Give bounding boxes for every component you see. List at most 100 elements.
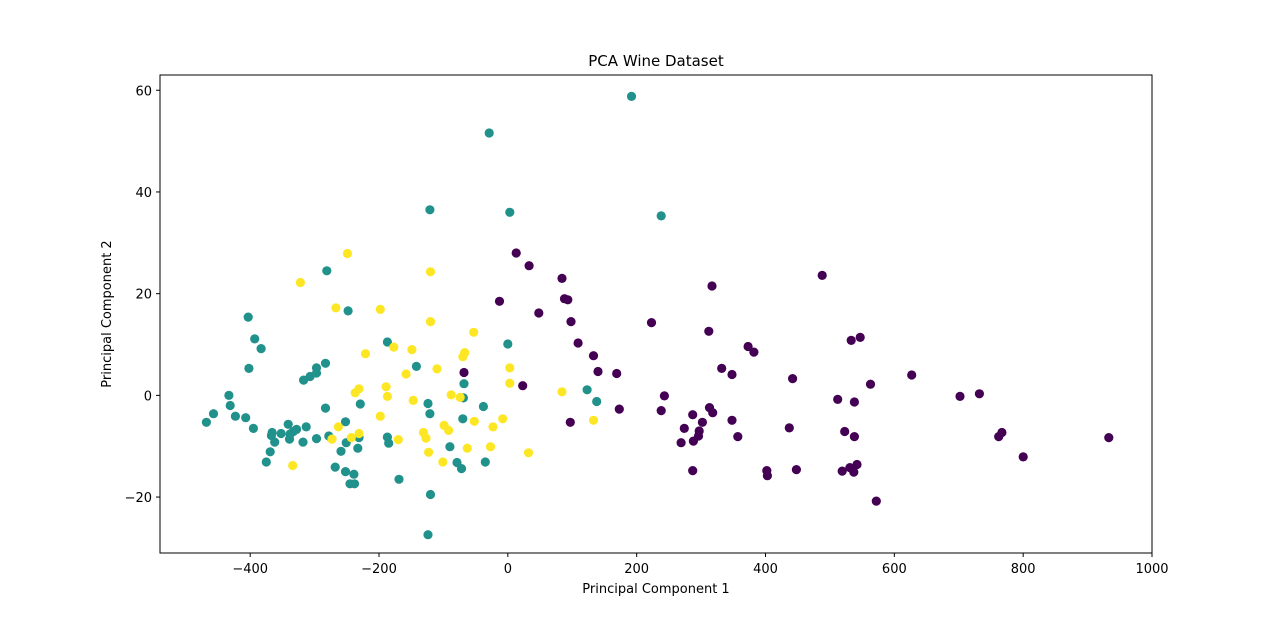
data-point: [974, 389, 985, 399]
x-axis-label: Principal Component 1: [582, 582, 729, 597]
data-point: [248, 423, 258, 433]
data-point: [322, 266, 332, 276]
data-point: [384, 438, 394, 448]
data-point: [333, 422, 343, 432]
x-tick-label: 0: [504, 562, 512, 577]
data-point: [469, 416, 479, 426]
data-point: [1104, 433, 1114, 443]
data-point: [375, 411, 385, 421]
data-point: [656, 211, 666, 221]
x-tick-label: 400: [753, 562, 778, 577]
data-point: [355, 399, 365, 409]
data-point: [459, 379, 469, 389]
data-point: [717, 363, 727, 373]
data-point: [243, 312, 253, 322]
data-point: [327, 434, 337, 444]
data-point: [349, 469, 359, 479]
data-point: [524, 261, 534, 271]
y-tick-label: −20: [125, 491, 152, 506]
data-point: [565, 417, 575, 427]
data-point: [425, 489, 436, 500]
data-point: [346, 433, 356, 443]
data-point: [557, 273, 567, 283]
data-point: [733, 432, 743, 442]
data-point: [381, 382, 391, 392]
data-point: [688, 466, 698, 476]
data-point: [563, 295, 573, 305]
data-point: [342, 248, 352, 259]
x-tick-label: 1000: [1135, 562, 1168, 577]
data-point: [432, 364, 442, 374]
data-point: [261, 457, 271, 467]
data-point: [840, 426, 850, 437]
data-point: [566, 317, 576, 327]
data-point: [230, 411, 240, 421]
data-point: [503, 339, 513, 349]
data-point: [382, 391, 392, 401]
data-point: [588, 351, 599, 361]
plot-frame: [159, 74, 1153, 554]
data-point: [749, 347, 759, 357]
points-layer: [201, 91, 1114, 540]
data-point: [445, 442, 455, 452]
data-point: [505, 207, 515, 217]
data-point: [336, 446, 346, 456]
data-point: [817, 270, 827, 280]
data-point: [425, 409, 435, 419]
x-tick-label: −200: [361, 562, 397, 577]
data-point: [837, 466, 847, 476]
data-point: [295, 277, 305, 288]
data-point: [592, 396, 602, 407]
chart-title: PCA Wine Dataset: [588, 52, 724, 70]
data-point: [480, 457, 490, 467]
data-point: [311, 434, 322, 444]
data-point: [511, 248, 521, 258]
data-point: [460, 348, 470, 358]
x-tick-label: 200: [624, 562, 649, 577]
data-point: [1018, 452, 1028, 462]
data-point: [444, 425, 454, 435]
data-point: [265, 447, 275, 457]
data-point: [791, 465, 802, 475]
data-point: [849, 467, 859, 477]
data-point: [573, 338, 583, 348]
y-tick-label: 60: [135, 84, 152, 99]
data-point: [225, 400, 235, 411]
data-point: [704, 326, 714, 336]
data-point: [288, 460, 298, 471]
data-point: [523, 448, 534, 458]
data-point: [350, 388, 360, 398]
data-point: [411, 361, 421, 371]
data-point: [708, 408, 718, 418]
data-point: [697, 417, 708, 427]
data-point: [301, 422, 311, 432]
data-point: [208, 409, 219, 419]
data-point: [375, 304, 385, 314]
x-axis: −400 −200 0 200 400 600 800 1000: [232, 553, 1169, 577]
data-point: [276, 428, 286, 439]
data-point: [340, 417, 351, 427]
data-point: [593, 366, 603, 377]
data-point: [394, 474, 404, 484]
data-point: [360, 349, 371, 359]
data-point: [244, 363, 254, 373]
x-tick-label: −400: [232, 562, 268, 577]
data-point: [424, 447, 434, 457]
data-point: [459, 367, 469, 378]
data-point: [494, 296, 505, 306]
data-point: [659, 391, 670, 401]
data-point: [299, 375, 309, 385]
data-point: [458, 414, 468, 424]
y-tick-label: 40: [135, 186, 152, 201]
data-point: [694, 426, 704, 436]
data-point: [852, 459, 862, 470]
data-point: [614, 404, 624, 414]
data-point: [438, 457, 448, 467]
data-point: [846, 335, 856, 345]
data-point: [478, 401, 488, 412]
data-point: [353, 443, 363, 453]
data-point: [241, 413, 251, 423]
data-point: [646, 318, 657, 328]
data-point: [343, 306, 353, 316]
